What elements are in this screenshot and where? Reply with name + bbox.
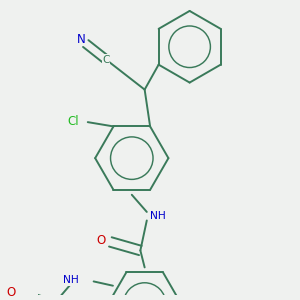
Text: NH: NH [150, 211, 165, 221]
Text: NH: NH [63, 275, 79, 285]
Text: O: O [96, 234, 105, 247]
Text: O: O [7, 286, 16, 298]
Text: C: C [102, 55, 110, 64]
Text: N: N [77, 33, 86, 46]
Text: Cl: Cl [67, 115, 79, 128]
